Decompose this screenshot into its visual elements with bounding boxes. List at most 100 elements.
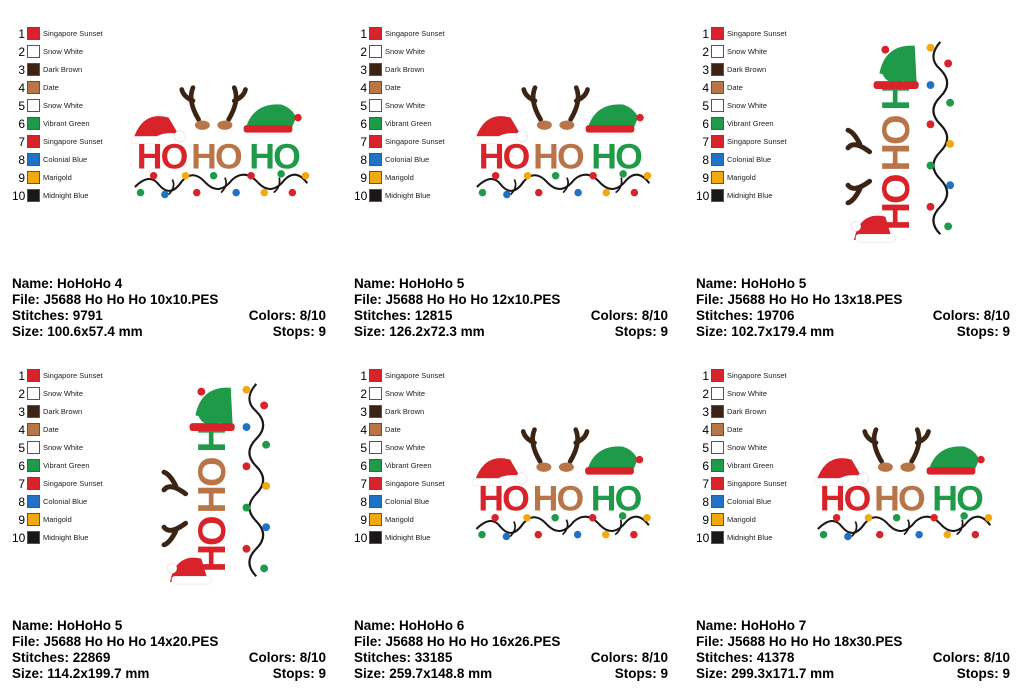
thread-color-row: 6 Vibrant Green — [354, 457, 504, 475]
thread-color-row: 10 Midnight Blue — [354, 529, 504, 547]
thread-color-row: 6 Vibrant Green — [696, 457, 846, 475]
thread-swatch — [27, 369, 40, 382]
size-line: Size: 259.7x148.8 mm Stops: 9 — [354, 666, 668, 682]
thread-swatch — [27, 405, 40, 418]
thread-number: 9 — [702, 171, 709, 185]
thread-color-row: 3 Dark Brown — [696, 403, 846, 421]
stitch-count: 12815 — [414, 308, 453, 323]
thread-name: Colonial Blue — [43, 497, 88, 506]
thread-name: Midnight Blue — [727, 533, 773, 542]
stitches-line: Stitches: 9791 Colors: 8/10 — [12, 308, 326, 324]
thread-swatch — [369, 405, 382, 418]
thread-swatch — [27, 153, 40, 166]
design-name-line: Name: HoHoHo 5 — [696, 276, 1010, 292]
design-preview-image — [123, 82, 323, 202]
thread-color-row: 9 Marigold — [12, 511, 162, 529]
file-line: File: J5688 Ho Ho Ho 14x20.PES — [12, 634, 326, 650]
thread-name: Colonial Blue — [727, 155, 772, 164]
thread-swatch — [27, 531, 40, 544]
thread-name: Marigold — [727, 173, 756, 182]
thread-name: Snow White — [385, 443, 426, 452]
design-card: 1 Singapore Sunset 2 Snow White 3 Dark Brown 4… — [12, 367, 342, 697]
thread-swatch — [369, 27, 382, 40]
thread-number: 3 — [18, 63, 25, 77]
stop-count: 9 — [1002, 666, 1010, 681]
thread-name: Midnight Blue — [43, 533, 89, 542]
name-label: Name: — [696, 618, 738, 633]
file-name: J5688 Ho Ho Ho 14x20.PES — [43, 634, 219, 649]
thread-swatch — [369, 117, 382, 130]
thread-color-row: 2 Snow White — [12, 43, 162, 61]
design-name-line: Name: HoHoHo 5 — [12, 618, 326, 634]
file-line: File: J5688 Ho Ho Ho 12x10.PES — [354, 292, 668, 308]
stitches-label: Stitches: — [696, 308, 754, 323]
thread-name: Singapore Sunset — [727, 29, 787, 38]
color-count: 8/10 — [641, 650, 668, 665]
thread-swatch — [711, 423, 724, 436]
thread-swatch — [27, 477, 40, 490]
thread-color-row: 4 Date — [12, 79, 162, 97]
name-label: Name: — [696, 276, 738, 291]
thread-swatch — [27, 81, 40, 94]
thread-color-row: 8 Colonial Blue — [696, 493, 846, 511]
thread-color-row: 6 Vibrant Green — [12, 115, 162, 133]
thread-color-row: 7 Singapore Sunset — [354, 133, 504, 151]
thread-name: Date — [727, 425, 743, 434]
thread-number: 8 — [18, 495, 25, 509]
design-name: HoHoHo 5 — [399, 276, 465, 291]
thread-number: 6 — [360, 117, 367, 131]
thread-name: Snow White — [43, 443, 84, 452]
thread-name: Vibrant Green — [43, 461, 90, 470]
thread-name: Colonial Blue — [385, 497, 430, 506]
thread-color-row: 5 Snow White — [354, 97, 504, 115]
thread-swatch — [711, 99, 724, 112]
thread-swatch — [27, 189, 40, 202]
design-preview-image — [462, 424, 667, 544]
design-card: 1 Singapore Sunset 2 Snow White 3 Dark Brown 4… — [354, 367, 684, 697]
file-line: File: J5688 Ho Ho Ho 13x18.PES — [696, 292, 1010, 308]
stops-label: Stops: — [956, 666, 999, 681]
thread-name: Date — [385, 83, 401, 92]
thread-name: Marigold — [385, 173, 414, 182]
design-preview-image — [842, 34, 962, 248]
thread-swatch — [369, 81, 382, 94]
colors-label: Colors: — [932, 308, 980, 323]
thread-number: 6 — [702, 117, 709, 131]
thread-number: 3 — [360, 405, 367, 419]
size-label: Size: — [696, 324, 728, 339]
stitch-count: 41378 — [756, 650, 795, 665]
thread-number: 6 — [18, 117, 25, 131]
thread-color-row: 9 Marigold — [696, 169, 846, 187]
thread-number: 9 — [360, 171, 367, 185]
design-name-line: Name: HoHoHo 6 — [354, 618, 668, 634]
thread-swatch — [711, 171, 724, 184]
stitches-label: Stitches: — [354, 308, 412, 323]
stops-info: Stops: 9 — [957, 324, 1010, 340]
thread-name: Snow White — [727, 443, 768, 452]
thread-color-row: 4 Date — [354, 421, 504, 439]
thread-swatch — [369, 387, 382, 400]
thread-number: 5 — [702, 99, 709, 113]
thread-color-list: 1 Singapore Sunset 2 Snow White 3 Dark Brown 4… — [12, 367, 162, 547]
thread-color-row: 7 Singapore Sunset — [696, 133, 846, 151]
thread-number: 5 — [18, 99, 25, 113]
thread-color-list: 1 Singapore Sunset 2 Snow White 3 Dark Brown 4… — [354, 25, 504, 205]
thread-number: 8 — [18, 153, 25, 167]
stops-label: Stops: — [614, 666, 657, 681]
thread-name: Vibrant Green — [385, 461, 432, 470]
thread-number: 8 — [702, 153, 709, 167]
design-card: 1 Singapore Sunset 2 Snow White 3 Dark Brown 4… — [354, 25, 684, 355]
thread-swatch — [369, 171, 382, 184]
thread-swatch — [369, 495, 382, 508]
thread-name: Midnight Blue — [385, 191, 431, 200]
thread-swatch — [711, 27, 724, 40]
stop-count: 9 — [660, 666, 668, 681]
colors-label: Colors: — [248, 308, 296, 323]
stops-info: Stops: 9 — [273, 666, 326, 682]
thread-color-row: 3 Dark Brown — [354, 403, 504, 421]
design-info: Name: HoHoHo 5 File: J5688 Ho Ho Ho 14x20… — [12, 618, 326, 682]
thread-name: Singapore Sunset — [385, 479, 445, 488]
thread-name: Singapore Sunset — [727, 137, 787, 146]
thread-swatch — [369, 441, 382, 454]
thread-swatch — [369, 135, 382, 148]
